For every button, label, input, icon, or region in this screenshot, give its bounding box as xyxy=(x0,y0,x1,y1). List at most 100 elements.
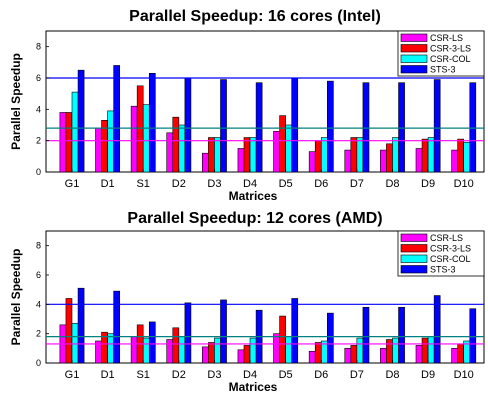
x-tick-label: D8 xyxy=(385,178,399,190)
x-tick-label: D7 xyxy=(350,369,364,381)
bar-csr-col-d9 xyxy=(427,336,435,364)
legend-swatch-csr-ls xyxy=(400,233,428,242)
x-tick-label: D3 xyxy=(207,369,221,381)
x-tick-label: D5 xyxy=(279,369,293,381)
x-tick-label: D6 xyxy=(314,178,328,190)
y-tick-label: 8 xyxy=(36,42,41,52)
bar-sts-3-d1 xyxy=(113,65,121,173)
bar-csr-3-ls-d9 xyxy=(421,337,429,364)
bar-csr-3-ls-d10 xyxy=(457,138,464,173)
x-tick-label: D4 xyxy=(243,178,257,190)
bar-csr-ls-d2 xyxy=(166,132,174,173)
bar-csr-ls-s1 xyxy=(130,336,138,364)
bar-csr-col-s1 xyxy=(142,337,150,364)
bar-csr-col-d5 xyxy=(285,124,292,173)
bar-csr-3-ls-d4 xyxy=(243,137,251,173)
bar-sts-3-d8 xyxy=(398,306,405,364)
bar-sts-3-d1 xyxy=(113,290,121,364)
bar-sts-3-d8 xyxy=(398,82,405,173)
bar-csr-col-d1 xyxy=(107,110,114,173)
bar-sts-3-d6 xyxy=(327,80,334,173)
bar-csr-col-d2 xyxy=(178,124,186,173)
x-tick-label: G1 xyxy=(65,178,80,190)
chart-panel-1: Parallel Speedup: 16 cores (Intel) G1 D1 S1… xyxy=(9,8,485,203)
bar-sts-3-d3 xyxy=(220,299,227,364)
bar-csr-3-ls-d9 xyxy=(421,138,429,173)
y-tick-label: 2 xyxy=(36,329,41,339)
bar-sts-3-d2 xyxy=(184,302,192,364)
y-axis-label: Parallel Speedup xyxy=(9,249,23,346)
bar-sts-3-s1 xyxy=(148,321,156,364)
bar-csr-3-ls-g1 xyxy=(65,112,73,173)
bar-csr-col-d8 xyxy=(392,337,399,364)
y-tick-label: 4 xyxy=(36,104,41,114)
chart-title: Parallel Speedup: 12 cores (AMD) xyxy=(127,210,382,227)
bar-csr-ls-d8 xyxy=(380,348,387,364)
y-tick-label: 6 xyxy=(36,73,41,83)
bar-sts-3-d10 xyxy=(469,82,477,173)
legend-swatch-csr-col xyxy=(400,254,428,263)
bar-sts-3-d2 xyxy=(184,77,192,173)
bar-sts-3-d5 xyxy=(291,77,299,173)
legend-label-sts-3: STS-3 xyxy=(430,265,456,275)
y-axis-label: Parallel Speedup xyxy=(9,53,23,150)
y-tick-label: 6 xyxy=(36,270,41,280)
bar-csr-ls-d4 xyxy=(237,349,245,364)
bar-csr-ls-d5 xyxy=(273,130,280,173)
legend-label-csr-col: CSR-COL xyxy=(430,54,471,64)
bar-csr-ls-d2 xyxy=(166,339,174,364)
bar-sts-3-s1 xyxy=(148,73,156,173)
bar-sts-3-g1 xyxy=(77,69,85,173)
bar-csr-3-ls-d3 xyxy=(208,342,215,364)
bar-sts-3-d5 xyxy=(291,298,299,364)
bar-csr-ls-d8 xyxy=(380,149,387,173)
legend-swatch-sts-3 xyxy=(400,265,428,274)
bar-csr-3-ls-s1 xyxy=(136,85,144,173)
x-tick-label: D8 xyxy=(385,369,399,381)
legend-swatch-csr-3-ls xyxy=(400,44,428,53)
x-tick-label: D7 xyxy=(350,178,364,190)
y-tick-label: 4 xyxy=(36,299,41,309)
x-tick-label: D1 xyxy=(101,178,115,190)
bar-csr-3-ls-d2 xyxy=(172,116,180,173)
y-tick-label: 8 xyxy=(36,241,41,251)
bar-csr-3-ls-d6 xyxy=(314,140,322,173)
bar-csr-col-d7 xyxy=(356,137,364,173)
bar-csr-3-ls-d10 xyxy=(457,343,464,364)
bar-csr-col-d4 xyxy=(249,137,257,173)
legend-label-sts-3: STS-3 xyxy=(430,65,456,75)
bar-csr-ls-d4 xyxy=(237,148,245,173)
x-tick-label: S1 xyxy=(136,178,149,190)
bar-csr-ls-d3 xyxy=(202,346,209,364)
x-tick-label: S1 xyxy=(136,369,149,381)
bar-csr-3-ls-d5 xyxy=(279,115,286,173)
bar-csr-3-ls-d6 xyxy=(314,342,322,364)
bar-csr-ls-d7 xyxy=(344,348,352,364)
bar-csr-ls-g1 xyxy=(59,112,67,173)
legend-swatch-csr-3-ls xyxy=(400,244,428,253)
x-tick-label: D4 xyxy=(243,369,257,381)
x-tick-label: D5 xyxy=(279,178,293,190)
y-tick-label: 0 xyxy=(36,358,41,368)
bar-csr-col-d7 xyxy=(356,337,364,364)
bar-sts-3-d4 xyxy=(255,82,263,173)
bar-csr-ls-d6 xyxy=(308,350,316,364)
bar-csr-3-ls-d5 xyxy=(279,315,286,364)
bar-csr-3-ls-g1 xyxy=(65,298,73,364)
bar-csr-col-d8 xyxy=(392,137,399,173)
bar-sts-3-g1 xyxy=(77,287,85,364)
bar-csr-ls-d10 xyxy=(451,348,458,364)
x-axis-label: Matrices xyxy=(229,189,278,203)
bar-csr-ls-d6 xyxy=(308,151,316,173)
bar-csr-col-d9 xyxy=(427,137,435,173)
legend-label-csr-ls: CSR-LS xyxy=(430,233,463,243)
bar-csr-3-ls-d7 xyxy=(350,345,358,364)
bar-sts-3-d6 xyxy=(327,312,334,364)
x-tick-label: D2 xyxy=(172,369,186,381)
legend-label-csr-3-ls: CSR-3-LS xyxy=(430,244,471,254)
legend-swatch-csr-ls xyxy=(400,33,428,42)
chart-panel-2: Parallel Speedup: 12 cores (AMD) G1 D1 S1 D2… xyxy=(9,210,485,394)
legend-label-csr-col: CSR-COL xyxy=(430,254,471,264)
bar-csr-3-ls-d4 xyxy=(243,345,251,364)
